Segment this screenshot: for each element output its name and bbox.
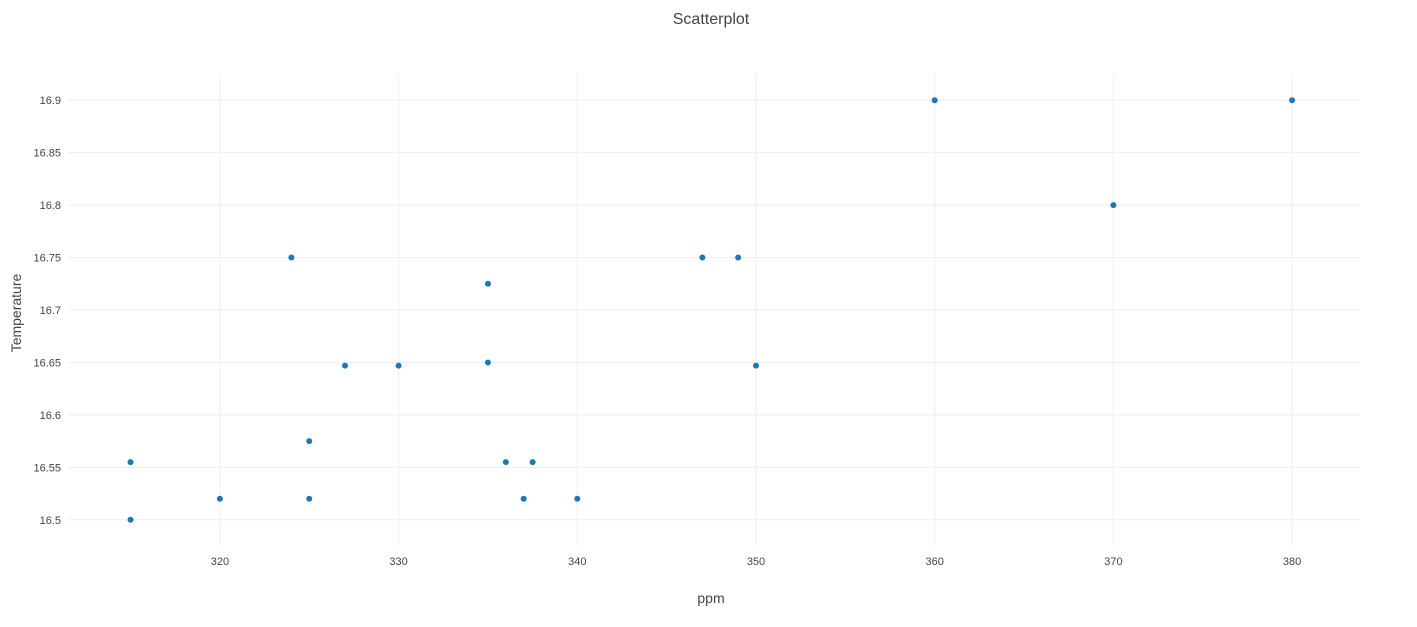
scatter-point[interactable]	[502, 459, 509, 466]
x-axis-title: ppm	[697, 590, 724, 606]
x-tick-label: 340	[568, 556, 586, 568]
scatter-point[interactable]	[1289, 97, 1296, 104]
x-tick-label: 320	[211, 556, 229, 568]
x-tick-label: 370	[1104, 556, 1122, 568]
scatter-point[interactable]	[484, 280, 491, 287]
x-tick-label: 380	[1283, 556, 1301, 568]
y-tick-labels: 16.5 16.55 16.6 16.65 16.7 16.75 16.8 16.85 16.9	[33, 95, 61, 527]
scatter-point[interactable]	[395, 362, 402, 369]
y-tick-label: 16.55	[33, 462, 61, 474]
scatter-point[interactable]	[931, 97, 938, 104]
scatter-point[interactable]	[529, 459, 536, 466]
x-tick-label: 350	[747, 556, 765, 568]
y-axis-title: Temperature	[8, 273, 24, 352]
chart-title: Scatterplot	[673, 11, 750, 28]
scatter-point[interactable]	[484, 359, 491, 366]
y-tick-label: 16.8	[40, 200, 61, 212]
x-tick-labels: 320 330 340 350 360 370 380	[211, 556, 1302, 568]
y-tick-label: 16.7	[40, 305, 61, 317]
x-tick-label: 360	[926, 556, 944, 568]
scatter-point[interactable]	[520, 495, 527, 502]
y-tick-label: 16.65	[33, 357, 61, 369]
scatter-point[interactable]	[288, 254, 295, 261]
y-tick-label: 16.85	[33, 148, 61, 160]
y-tick-label: 16.5	[40, 515, 61, 527]
scatter-point[interactable]	[306, 438, 313, 445]
scatter-point[interactable]	[574, 495, 581, 502]
scatter-point[interactable]	[341, 362, 348, 369]
y-gridlines	[68, 99, 1360, 521]
scatter-point[interactable]	[752, 362, 759, 369]
scatter-points	[127, 97, 1296, 523]
scatter-point[interactable]	[699, 254, 706, 261]
scatter-point[interactable]	[127, 516, 134, 523]
y-tick-label: 16.9	[40, 95, 61, 107]
scatter-point[interactable]	[216, 495, 223, 502]
scatter-point[interactable]	[735, 254, 742, 261]
scatter-point[interactable]	[127, 459, 134, 466]
y-tick-label: 16.6	[40, 410, 61, 422]
y-tick-label: 16.75	[33, 253, 61, 265]
x-tick-label: 330	[389, 556, 407, 568]
scatter-point[interactable]	[1110, 202, 1117, 209]
scatter-point[interactable]	[306, 495, 313, 502]
